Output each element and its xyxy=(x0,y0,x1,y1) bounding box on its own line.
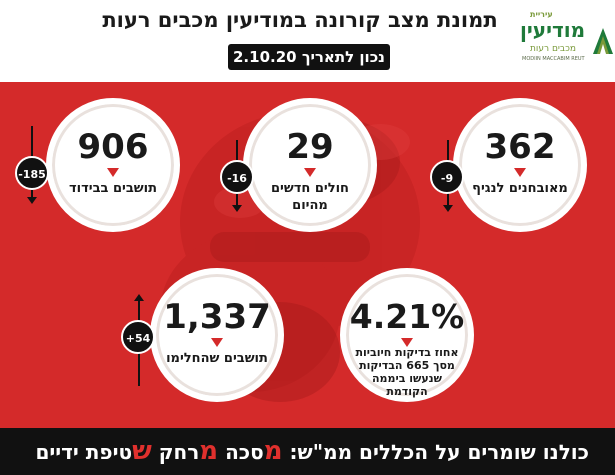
stat-confirmed-value: 362 xyxy=(484,127,556,167)
decrease-indicator-icon xyxy=(514,168,526,177)
footer-letter-shin: ש xyxy=(132,436,152,466)
page-title: תמונת מצב קורונה במודיעין מכבים רעות xyxy=(102,8,498,32)
stat-confirmed-delta: -9 xyxy=(430,160,464,194)
stat-recovered: 1,337 תושבים שהחלימו xyxy=(150,268,284,402)
stat-recovered-value: 1,337 xyxy=(163,297,271,337)
footer-letter-mem: מ xyxy=(263,436,283,466)
stat-new-cases-value: 29 xyxy=(286,127,334,167)
stats-panel: 906 תושבים בבידוד -185 29 חולים חדשים מה… xyxy=(0,82,615,428)
footer-banner: כולנו שומרים על הכללים ממ"ש: מסכה מרחק ש… xyxy=(0,428,615,475)
positive-rate-label-line: אחוז בדיקות חיוביות xyxy=(355,346,459,359)
footer-word-mask: סכה xyxy=(225,440,264,464)
stat-recovered-delta: +54 xyxy=(121,320,155,354)
decrease-indicator-icon xyxy=(401,338,413,347)
footer-slogan: כולנו שומרים על הכללים ממ"ש: מסכה מרחק ש… xyxy=(35,436,589,467)
logo-sub-text: מכבים רעות xyxy=(530,44,577,54)
municipality-logo: עיריית מודיעין מכבים רעות MODIIN MACCABI… xyxy=(516,8,613,68)
date-badge: נכון לתאריך 2.10.20 xyxy=(228,44,390,70)
positive-rate-label-line: מסך 665 הבדיקות xyxy=(359,359,455,372)
increase-indicator-icon xyxy=(211,338,223,347)
stat-positive-rate-value: 4.21% xyxy=(349,297,465,336)
stat-new-cases: 29 חולים חדשים מהיום xyxy=(243,98,377,232)
stat-quarantined-value: 906 xyxy=(77,127,149,167)
decrease-indicator-icon xyxy=(107,168,119,177)
positive-rate-label-line: שנעשו ביממה xyxy=(371,372,443,385)
footer-word-handwash: טיפת ידיים xyxy=(35,440,133,464)
logo-small-text: עיריית xyxy=(530,10,553,19)
stat-quarantined: 906 תושבים בבידוד xyxy=(46,98,180,232)
stat-confirmed: 362 מאובחנים לנגיף xyxy=(453,98,587,232)
stat-quarantined-delta: -185 xyxy=(15,156,49,190)
logo-main-text: מודיעין xyxy=(520,18,586,42)
stat-positive-rate-label: אחוז בדיקות חיוביות מסך 665 הבדיקות שנעש… xyxy=(350,346,464,398)
stat-new-cases-delta: -16 xyxy=(220,160,254,194)
decrease-indicator-icon xyxy=(304,168,316,177)
footer-word-distance: רחק xyxy=(158,440,200,464)
stat-positive-rate: 4.21% אחוז בדיקות חיוביות מסך 665 הבדיקו… xyxy=(340,268,474,402)
logo-mark-icon xyxy=(593,28,613,54)
positive-rate-label-line: הקודמת xyxy=(386,385,428,398)
stat-confirmed-label: מאובחנים לנגיף xyxy=(472,181,568,196)
stat-recovered-label: תושבים שהחלימו xyxy=(166,351,268,366)
header: תמונת מצב קורונה במודיעין מכבים רעות נכו… xyxy=(0,0,615,82)
stat-new-cases-label: חולים חדשים מהיום xyxy=(271,181,349,213)
footer-letter-mem: מ xyxy=(199,436,219,466)
footer-prefix: כולנו שומרים על הכללים ממ"ש: xyxy=(289,440,589,464)
logo-english-text: MODIIN MACCABIM REUT xyxy=(522,56,585,62)
stat-quarantined-label: תושבים בבידוד xyxy=(69,181,157,196)
